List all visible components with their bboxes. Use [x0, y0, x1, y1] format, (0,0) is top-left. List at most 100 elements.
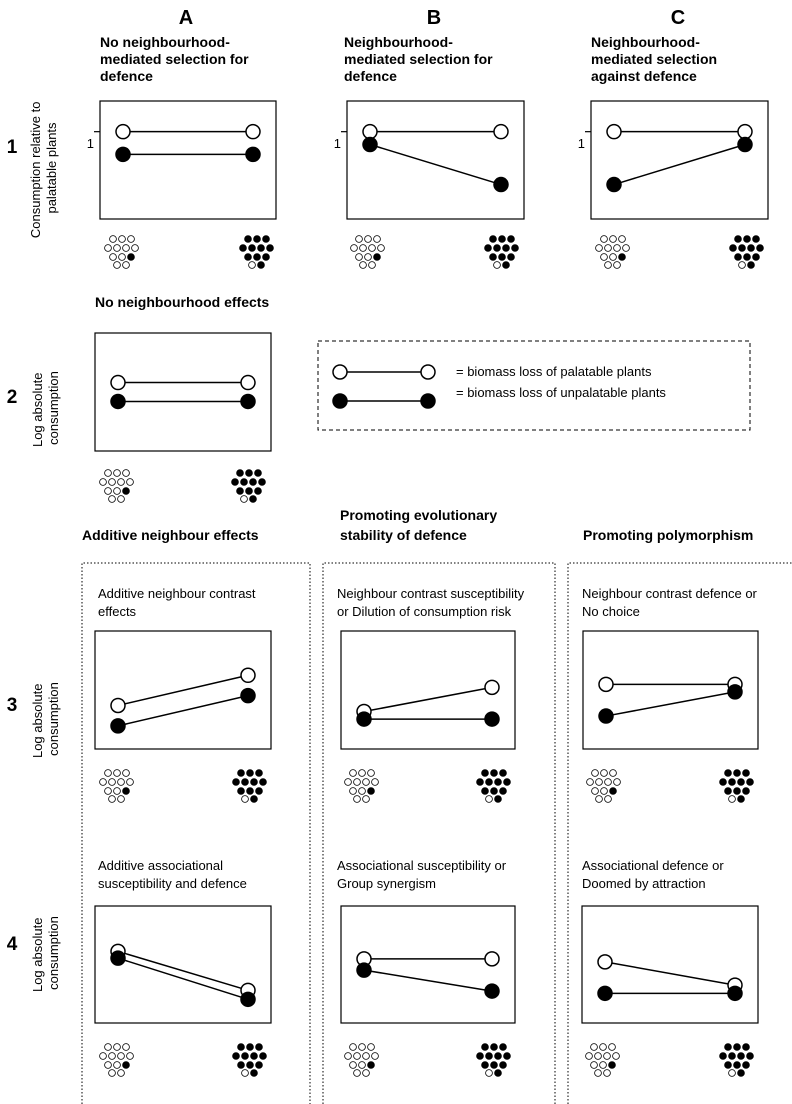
panel-1a-palatable-point-left	[115, 123, 131, 140]
panel-1b-palatable-point-right	[493, 123, 509, 140]
panel-4c-unpalatable-point-right	[727, 985, 743, 1002]
mixture-icons-layer	[99, 235, 764, 1077]
panel-4a-unpalatable-line	[117, 957, 249, 1001]
tick-label-1c: 1	[578, 136, 585, 151]
group-title-b: Promoting evolutionary stability of defe…	[340, 507, 501, 543]
panel-1a-unpalatable-point-right	[245, 146, 261, 163]
column-letter-b: B	[427, 7, 441, 29]
panel-4a	[94, 905, 272, 1024]
row-number-1: 1	[7, 137, 18, 158]
panel-3c-palatable-point-left	[598, 676, 614, 693]
column-title-b: Neighbourhood- mediated selection for de…	[344, 34, 496, 84]
row-number-4: 4	[7, 934, 18, 955]
panel-4b-unpalatable-point-right	[484, 983, 500, 999]
panel-3a-palatable-line	[117, 674, 249, 707]
subtitle-3b: Neighbour contrast susceptibility or Dil…	[337, 586, 528, 619]
panel-1b-unpalatable-line	[369, 143, 502, 186]
panel-3b-unpalatable-point-right	[484, 711, 500, 727]
panel-1c-unpalatable-line	[613, 143, 746, 186]
panel-3a-frame	[94, 630, 272, 750]
panel-1a	[94, 100, 277, 220]
panel-2a-frame	[94, 332, 272, 452]
mixture-icon-3c-mostly-unpalatable	[719, 769, 754, 803]
panel-1c-frame	[590, 100, 769, 220]
group-box-b	[322, 562, 556, 1104]
mixture-icon-3c-mostly-palatable	[586, 769, 621, 803]
panel-1c-unpalatable-point-right	[737, 136, 753, 153]
panel-2a-unpalatable-point-left	[110, 393, 126, 410]
panel-1a-palatable-point-right	[245, 123, 261, 140]
row-4-ylabel: Log absolute consumption	[30, 914, 61, 992]
mixture-icon-1a-mostly-palatable	[104, 235, 139, 269]
panel-3a-unpalatable-point-right	[240, 687, 256, 704]
tick-label-1a: 1	[87, 136, 94, 151]
legend-palatable-entry: = biomass loss of palatable plants	[332, 364, 652, 380]
panel-3c-unpalatable-line	[605, 691, 736, 717]
panel-4b-frame	[340, 905, 516, 1024]
panel-1b-frame	[346, 100, 525, 220]
panel-3b	[340, 630, 516, 750]
mixture-icon-4c-mostly-palatable	[585, 1043, 620, 1077]
panel-1c-palatable-point-left	[606, 123, 622, 140]
group-box-a	[81, 562, 311, 1104]
panel-1c-unpalatable-point-left	[606, 176, 622, 193]
row-2-title: No neighbourhood effects	[95, 294, 269, 310]
column-letter-a: A	[179, 7, 193, 29]
panel-1c	[585, 100, 769, 220]
mixture-icon-1b-mostly-palatable	[350, 235, 385, 269]
mixture-icon-3b-mostly-unpalatable	[476, 769, 511, 803]
row-1-ylabel: Consumption relative to palatable plants	[28, 98, 59, 238]
panel-4c-frame	[581, 905, 759, 1024]
panel-4c-unpalatable-point-left	[597, 985, 613, 1002]
legend-palatable-label: = biomass loss of palatable plants	[456, 364, 652, 379]
panel-1a-frame	[99, 100, 277, 220]
subtitle-4a: Additive associational susceptibility an…	[98, 858, 247, 891]
mixture-icon-1c-mostly-unpalatable	[729, 235, 764, 269]
mixture-icon-3b-mostly-palatable	[344, 769, 379, 803]
panel-3b-palatable-point-right	[484, 679, 500, 696]
mixture-icon-4b-mostly-unpalatable	[476, 1043, 511, 1077]
column-title-a: No neighbourhood- mediated selection for…	[100, 34, 252, 84]
panel-2a-palatable-point-left	[110, 374, 126, 391]
row-3-ylabel: Log absolute consumption	[30, 680, 61, 758]
panel-1b-unpalatable-point-right	[493, 176, 509, 193]
column-title-c: Neighbourhood- mediated selection agains…	[591, 34, 721, 84]
panel-2a	[94, 332, 272, 452]
mixture-icon-1b-mostly-unpalatable	[484, 235, 519, 269]
panel-2a-palatable-point-right	[240, 374, 256, 391]
subtitle-4b: Associational susceptibility or Group sy…	[337, 858, 510, 891]
legend-unpalatable-entry: = biomass loss of unpalatable plants	[332, 385, 666, 409]
mixture-icon-1c-mostly-palatable	[595, 235, 630, 269]
panel-3b-frame	[340, 630, 516, 750]
panels-layer	[94, 100, 769, 1024]
legend-palatable-marker-right	[420, 364, 436, 380]
legend-palatable-marker-left	[332, 364, 348, 380]
panel-4a-unpalatable-point-left	[110, 950, 126, 966]
panel-4c-palatable-line	[604, 961, 736, 986]
mixture-icon-1a-mostly-unpalatable	[239, 235, 274, 269]
mixture-icon-4a-mostly-palatable	[99, 1043, 134, 1077]
legend-unpalatable-label: = biomass loss of unpalatable plants	[456, 385, 666, 400]
subtitle-3a: Additive neighbour contrast effects	[98, 586, 259, 619]
group-title-c: Promoting polymorphism	[583, 527, 753, 543]
panel-1a-unpalatable-point-left	[115, 146, 131, 163]
row-2-ylabel: Log absolute consumption	[30, 369, 61, 447]
panel-3a-unpalatable-line	[117, 694, 249, 727]
panel-2a-unpalatable-point-right	[240, 393, 256, 410]
panel-3b-unpalatable-point-left	[356, 711, 372, 727]
panel-3b-palatable-line	[363, 686, 493, 713]
panel-1b-unpalatable-point-left	[362, 136, 378, 153]
mixture-icon-2a-mostly-palatable	[99, 469, 134, 503]
mixture-icon-3a-mostly-palatable	[99, 769, 134, 803]
panel-3c-frame	[582, 630, 759, 750]
panel-3a	[94, 630, 272, 750]
mixture-icon-2a-mostly-unpalatable	[231, 469, 266, 503]
legend-box	[317, 340, 751, 431]
panel-4b-palatable-point-right	[484, 951, 500, 967]
panel-3a-unpalatable-point-left	[110, 718, 126, 734]
panel-3a-palatable-point-right	[240, 667, 256, 684]
subtitle-3c: Neighbour contrast defence or No choice	[582, 586, 761, 619]
panel-4b-unpalatable-line	[363, 969, 493, 992]
panel-3a-palatable-point-left	[110, 697, 126, 714]
